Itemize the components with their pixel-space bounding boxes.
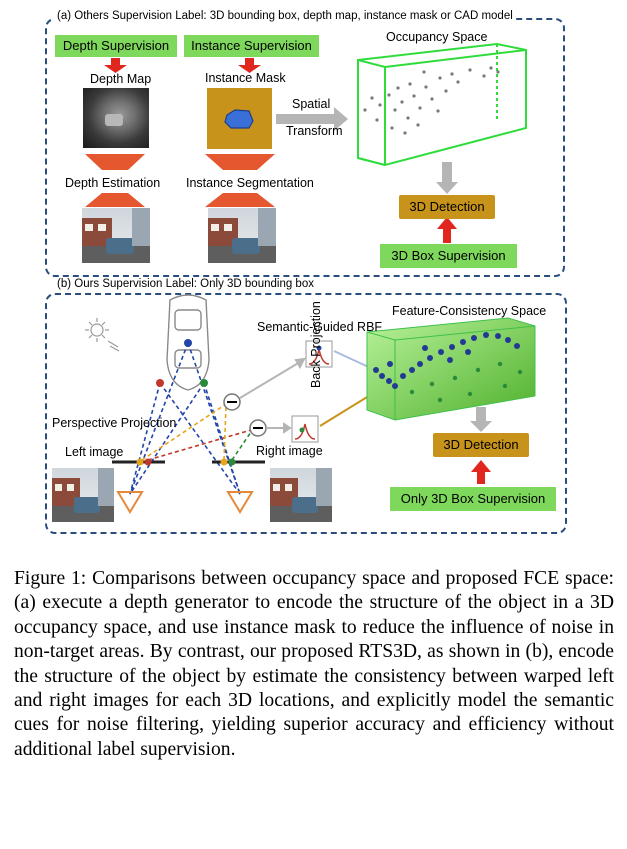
perspective-projection-label: Perspective Projection bbox=[52, 416, 177, 430]
left-street-image bbox=[52, 468, 114, 522]
instance-supervision-box: Instance Supervision bbox=[184, 35, 319, 57]
fc-space-label: Feature-Consistency Space bbox=[392, 304, 547, 318]
occupancy-space-label: Occupancy Space bbox=[386, 30, 488, 44]
instance-mask-label: Instance Mask bbox=[205, 71, 286, 85]
right-image-label: Right image bbox=[256, 444, 323, 458]
depth-supervision-box: Depth Supervision bbox=[55, 35, 177, 57]
instance-funnel-icon bbox=[205, 154, 275, 207]
feature-consistency-cuboid-icon bbox=[366, 317, 536, 421]
feature-points-icon bbox=[373, 332, 520, 389]
depth-map-label: Depth Map bbox=[90, 72, 152, 86]
depth-estimation-label: Depth Estimation bbox=[65, 176, 161, 190]
panel-b-label: (b) Ours Supervision Label: Only 3D boun… bbox=[54, 278, 317, 290]
right-camera-icon bbox=[226, 491, 254, 514]
red-arrow-icon bbox=[104, 58, 261, 73]
detection-box-a: 3D Detection bbox=[399, 195, 495, 219]
street-image-instance bbox=[208, 208, 276, 263]
red-up-arrow-icon-b bbox=[471, 460, 491, 484]
instance-segmentation-label: Instance Segmentation bbox=[186, 176, 314, 190]
semantic-rbf-label: Semantic-Guided RBF bbox=[257, 320, 383, 334]
gray-down-arrow-icon-b bbox=[470, 407, 492, 432]
caption-text: Figure 1: Comparisons between occupancy … bbox=[14, 568, 614, 760]
detection-box-b: 3D Detection bbox=[433, 433, 529, 457]
transform-label: Transform bbox=[286, 124, 343, 138]
gray-down-arrow-icon bbox=[436, 162, 458, 194]
panel-a-label: (a) Others Supervision Label: 3D boundin… bbox=[54, 10, 516, 22]
instance-mask-image bbox=[207, 88, 272, 149]
spatial-label: Spatial bbox=[292, 97, 331, 111]
red-up-arrow-icon bbox=[437, 217, 457, 243]
rbf-plot-icon bbox=[305, 340, 333, 368]
street-image-depth bbox=[82, 208, 150, 263]
sun-icon bbox=[85, 318, 120, 352]
left-image-label: Left image bbox=[65, 445, 124, 459]
subtract-node-icon-2 bbox=[249, 419, 267, 437]
box-supervision-b: Only 3D Box Supervision bbox=[390, 487, 556, 511]
occupancy-cuboid-icon bbox=[357, 42, 527, 167]
depth-map-image bbox=[83, 88, 149, 148]
box-supervision-a: 3D Box Supervision bbox=[380, 244, 517, 268]
left-camera-icon bbox=[116, 491, 144, 514]
subtract-node-icon bbox=[223, 393, 241, 411]
figure-caption: Figure 1: Comparisons between occupancy … bbox=[14, 567, 614, 762]
spatial-transform-arrow-icon bbox=[276, 107, 348, 131]
panel-a-graphics bbox=[85, 42, 527, 243]
right-street-image bbox=[270, 468, 332, 522]
rbf-plot-icon-2 bbox=[291, 415, 319, 443]
feature-points-green-icon bbox=[409, 361, 523, 403]
occupancy-points-icon bbox=[363, 66, 500, 135]
panel-b-frame bbox=[45, 293, 567, 534]
back-projection-label: Back Projection bbox=[309, 301, 323, 388]
depth-funnel-icon bbox=[85, 154, 145, 207]
panel-b-graphics bbox=[85, 294, 536, 514]
